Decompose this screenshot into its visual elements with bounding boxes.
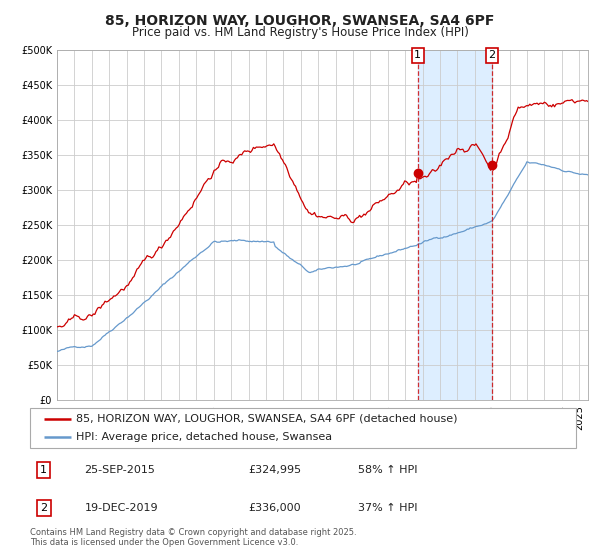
Text: £336,000: £336,000 — [248, 503, 301, 513]
Text: Price paid vs. HM Land Registry's House Price Index (HPI): Price paid vs. HM Land Registry's House … — [131, 26, 469, 39]
Text: 1: 1 — [414, 50, 421, 60]
Text: 85, HORIZON WAY, LOUGHOR, SWANSEA, SA4 6PF: 85, HORIZON WAY, LOUGHOR, SWANSEA, SA4 6… — [106, 14, 494, 28]
Text: HPI: Average price, detached house, Swansea: HPI: Average price, detached house, Swan… — [76, 432, 332, 442]
Text: 2: 2 — [488, 50, 496, 60]
Text: 58% ↑ HPI: 58% ↑ HPI — [358, 465, 417, 475]
Text: 25-SEP-2015: 25-SEP-2015 — [85, 465, 155, 475]
Bar — [418, 50, 492, 400]
Text: £324,995: £324,995 — [248, 465, 302, 475]
Text: 37% ↑ HPI: 37% ↑ HPI — [358, 503, 417, 513]
Text: 2: 2 — [40, 503, 47, 513]
Text: 19-DEC-2019: 19-DEC-2019 — [85, 503, 158, 513]
Text: 85, HORIZON WAY, LOUGHOR, SWANSEA, SA4 6PF (detached house): 85, HORIZON WAY, LOUGHOR, SWANSEA, SA4 6… — [76, 414, 458, 424]
Text: Contains HM Land Registry data © Crown copyright and database right 2025.
This d: Contains HM Land Registry data © Crown c… — [30, 528, 356, 547]
Text: 1: 1 — [40, 465, 47, 475]
